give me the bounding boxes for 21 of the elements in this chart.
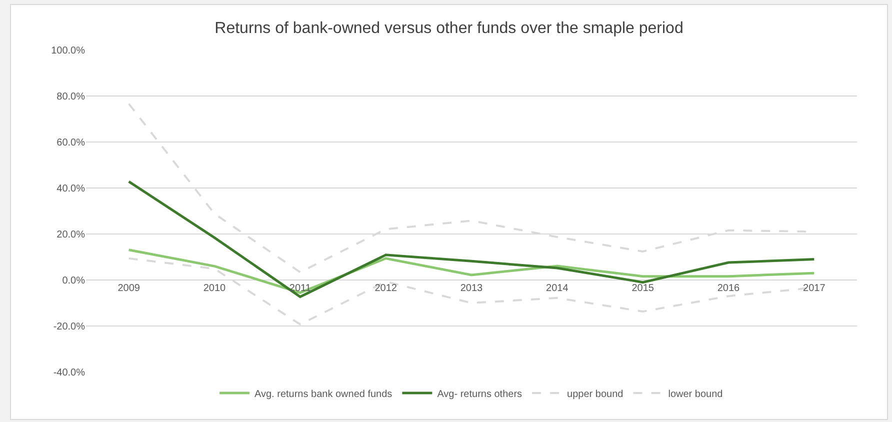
x-tick-label: 2009 xyxy=(118,283,140,294)
x-tick-label: 2010 xyxy=(203,283,226,294)
y-tick-label: 0.0% xyxy=(62,276,86,286)
x-tick-label: 2016 xyxy=(717,283,740,294)
x-tick-label: 2017 xyxy=(803,283,826,294)
legend-label: Avg- returns others xyxy=(437,388,522,400)
x-tick-label: 2013 xyxy=(460,283,484,294)
legend-label: Avg. returns bank owned funds xyxy=(254,388,392,400)
y-tick-label: 40.0% xyxy=(56,184,86,194)
y-tick-label: -40.0% xyxy=(53,368,86,378)
x-tick-label: 2014 xyxy=(546,283,569,294)
y-tick-label: -20.0% xyxy=(53,322,86,332)
x-tick-label: 2015 xyxy=(632,283,654,294)
legend-label: lower bound xyxy=(668,388,723,400)
x-tick-label: 2012 xyxy=(374,283,398,294)
y-tick-label: 20.0% xyxy=(56,230,86,240)
y-tick-label: 60.0% xyxy=(56,138,86,148)
y-tick-label: 80.0% xyxy=(56,92,86,102)
y-tick-label: 100.0% xyxy=(51,46,86,56)
legend-label: upper bound xyxy=(567,388,624,400)
chart-title: Returns of bank-owned versus other funds over the smaple period xyxy=(214,20,684,37)
